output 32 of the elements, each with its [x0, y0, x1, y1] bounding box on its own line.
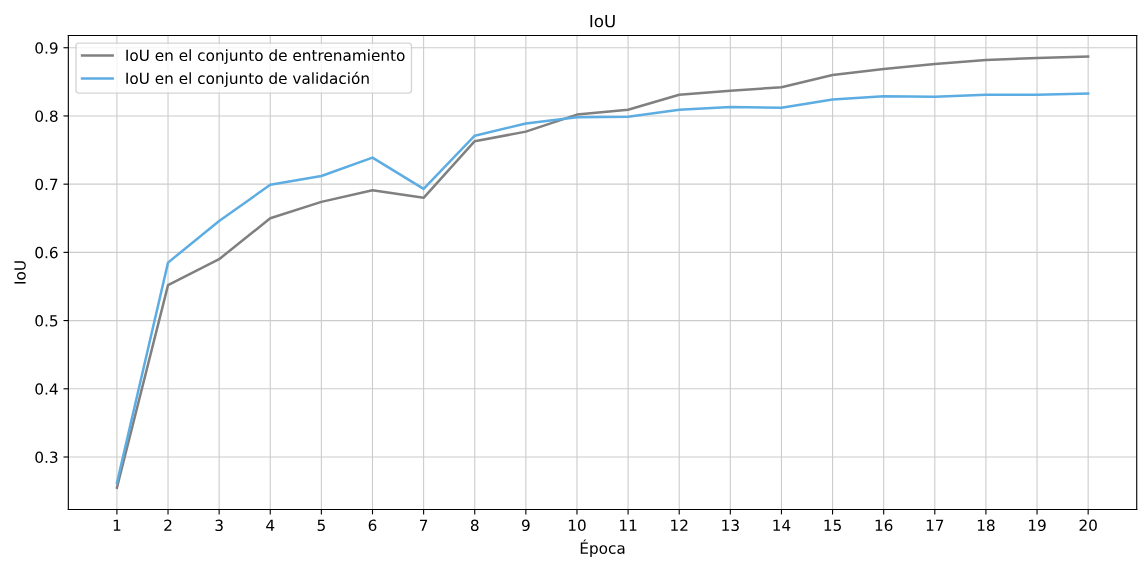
- y-tick-label: 0.3: [35, 451, 58, 464]
- y-tick-label: 0.5: [35, 315, 58, 327]
- x-tick-label: 18: [977, 519, 995, 532]
- legend-label: IoU en el conjunto de entrenamiento: [126, 49, 405, 65]
- x-tick-label: 6: [368, 519, 377, 532]
- chart-title: IoU: [590, 14, 615, 28]
- x-tick-label: 13: [722, 519, 739, 532]
- x-tick-label: 14: [773, 519, 791, 531]
- x-axis-title: Época: [580, 539, 625, 557]
- y-tick-label: 0.6: [35, 246, 58, 259]
- x-tick-label: 8: [470, 519, 479, 532]
- x-tick-label: 12: [671, 519, 688, 531]
- x-tick-label: 11: [620, 519, 637, 531]
- y-tick-label: 0.8: [35, 110, 58, 122]
- x-tick-label: 17: [926, 519, 944, 531]
- y-tick-label: 0.4: [35, 383, 58, 395]
- y-tick-label: 0.9: [35, 42, 58, 54]
- y-tick-label: 0.7: [35, 178, 58, 191]
- x-tick-label: 5: [317, 519, 325, 532]
- legend-label: IoU en el conjunto de validación: [126, 71, 369, 88]
- x-tick-label: 3: [215, 519, 223, 532]
- x-tick-label: 1: [113, 519, 121, 531]
- x-tick-label: 16: [875, 519, 893, 532]
- x-tick-label: 15: [824, 519, 841, 532]
- y-axis-title: IoU: [14, 261, 26, 284]
- x-tick-label: 7: [420, 519, 428, 531]
- x-tick-label: 4: [266, 519, 275, 531]
- x-tick-label: 9: [521, 519, 530, 532]
- x-tick-label: 19: [1029, 519, 1046, 532]
- x-tick-label: 2: [164, 519, 172, 531]
- x-tick-label: 10: [568, 519, 586, 532]
- x-tick-label: 20: [1079, 519, 1097, 532]
